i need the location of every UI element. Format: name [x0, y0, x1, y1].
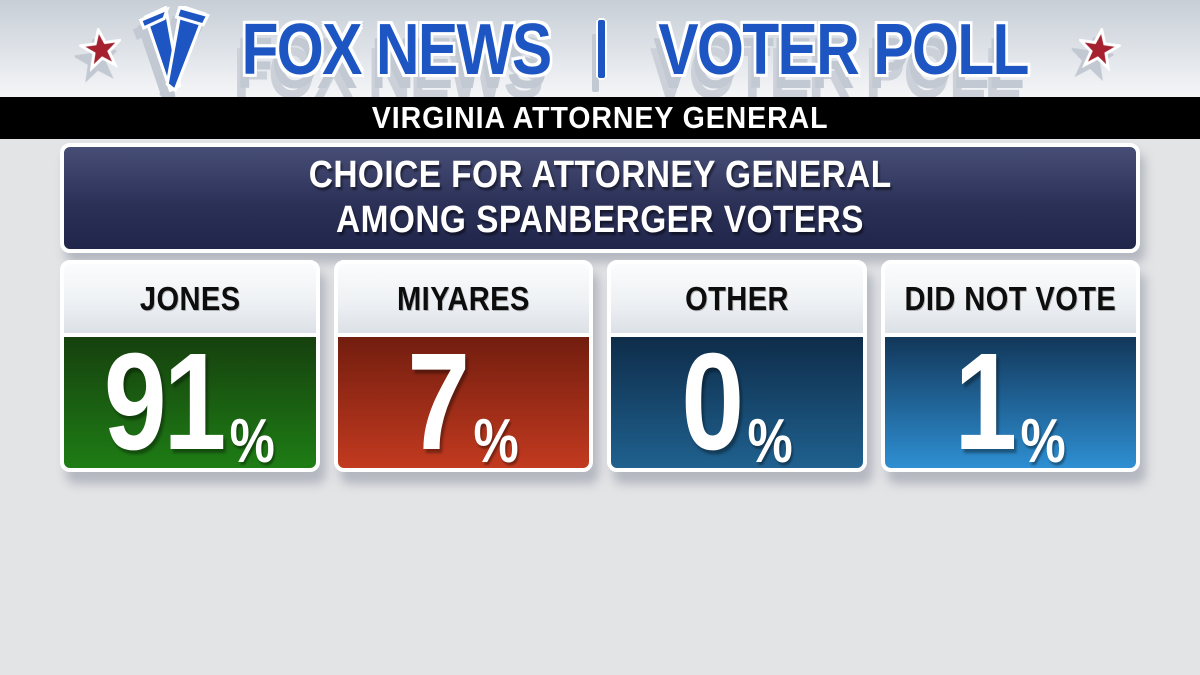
result-value-area: 0 %	[611, 333, 863, 468]
percentage-number: 0	[681, 324, 744, 472]
result-label-area: DID NOT VOTE	[884, 264, 1136, 333]
candidate-name: MIYARES	[396, 279, 530, 317]
result-label-area: MIYARES	[337, 264, 589, 333]
result-box-other: OTHER 0 %	[607, 260, 867, 472]
percentage: 7 %	[407, 324, 519, 472]
candidate-name: JONES	[139, 279, 241, 317]
header: FOX NEWS VOTER POLL	[0, 0, 1200, 97]
star-icon	[77, 25, 124, 72]
result-box-jones: JONES 91 %	[60, 260, 320, 472]
brand-suffix-wordmark: VOTER POLL	[658, 9, 1030, 90]
candidate-name: OTHER	[684, 279, 789, 317]
percent-sign: %	[473, 407, 519, 472]
banner-line-1: CHOICE FOR ATTORNEY GENERAL	[308, 154, 892, 196]
star-icon	[1076, 25, 1123, 72]
percentage-number: 91	[104, 324, 227, 472]
percent-sign: %	[747, 407, 793, 472]
candidate-name: DID NOT VOTE	[904, 279, 1117, 317]
banner-line-2: AMONG SPANBERGER VOTERS	[336, 199, 864, 241]
percent-sign: %	[230, 407, 276, 472]
result-box-did-not-vote: DID NOT VOTE 1 %	[880, 260, 1140, 472]
question-banner: CHOICE FOR ATTORNEY GENERAL AMONG SPANBE…	[60, 143, 1140, 253]
result-box-miyares: MIYARES 7 %	[333, 260, 593, 472]
result-label-area: OTHER	[611, 264, 863, 333]
subtitle-text: VIRGINIA ATTORNEY GENERAL	[371, 100, 829, 135]
percentage: 1 %	[954, 324, 1066, 472]
results-row: JONES 91 % MIYARES 7 % OTHER	[60, 260, 1140, 472]
separator-bar	[598, 19, 606, 78]
percent-sign: %	[1020, 407, 1066, 472]
brand-wordmark: FOX NEWS	[241, 9, 553, 90]
logo: FOX NEWS VOTER POLL	[0, 0, 1200, 97]
percentage-number: 1	[954, 324, 1018, 472]
subtitle-bar: VIRGINIA ATTORNEY GENERAL	[0, 97, 1200, 139]
percentage-number: 7	[407, 324, 471, 472]
searchlights-icon	[136, 5, 211, 92]
result-label-area: JONES	[64, 264, 316, 333]
result-value-area: 91 %	[64, 333, 316, 468]
percentage: 0 %	[681, 324, 792, 472]
result-value-area: 1 %	[884, 324, 1136, 472]
percentage: 91 %	[104, 324, 275, 472]
result-value-area: 7 %	[337, 324, 589, 472]
